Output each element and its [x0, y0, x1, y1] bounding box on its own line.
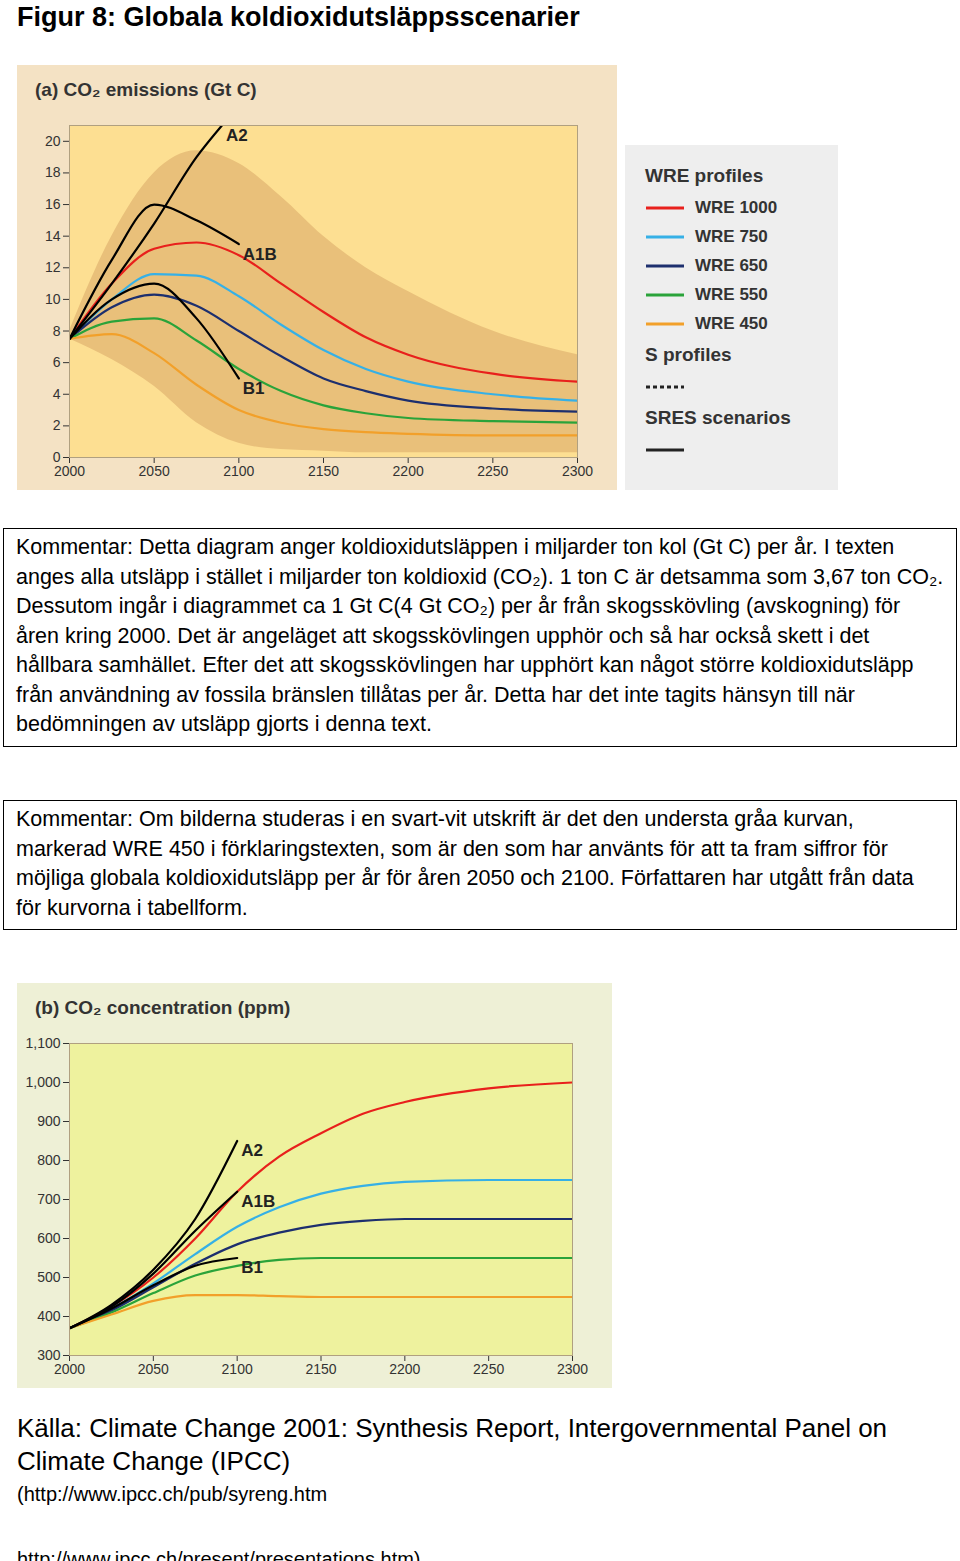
svg-text:14: 14 — [45, 228, 61, 244]
svg-text:A1B: A1B — [241, 1192, 275, 1211]
svg-text:4: 4 — [53, 386, 61, 402]
svg-text:2050: 2050 — [139, 463, 170, 479]
svg-text:20: 20 — [45, 133, 61, 149]
svg-text:A2: A2 — [226, 126, 248, 145]
html-text:Kommentar: Detta diagram anger: Kommentar: Detta diagram anger koldioxid… — [16, 535, 944, 736]
html-text:WRE 750: WRE 750 — [695, 226, 768, 246]
svg-text:2150: 2150 — [305, 1361, 336, 1377]
html-text:Kommentar: Om bilderna studera: Kommentar: Om bilderna studeras i en sva… — [16, 807, 914, 920]
svg-text:1,100: 1,100 — [25, 1035, 60, 1051]
svg-text:2250: 2250 — [473, 1361, 504, 1377]
svg-text:0: 0 — [52, 449, 61, 465]
svg-text:2250: 2250 — [477, 463, 508, 479]
svg-text:2100: 2100 — [222, 1361, 253, 1377]
svg-text:300: 300 — [37, 1347, 61, 1363]
svg-text:10: 10 — [45, 291, 61, 307]
svg-text:2000: 2000 — [54, 1361, 85, 1377]
svg-text:A2: A2 — [241, 1141, 263, 1160]
svg-text:800: 800 — [37, 1152, 61, 1168]
html-text:(b) CO₂ concentration (ppm): (b) CO₂ concentration (ppm) — [35, 997, 291, 1018]
svg-text:18: 18 — [45, 164, 61, 180]
html-text:WRE profiles: WRE profiles — [645, 165, 764, 186]
html-text:Källa: Climate Change 2001: Sy: Källa: Climate Change 2001: Synthesis Re… — [17, 1413, 888, 1476]
html-text:SRES scenarios: SRES scenarios — [645, 407, 791, 428]
svg-text:2300: 2300 — [562, 463, 593, 479]
svg-text:2: 2 — [53, 417, 61, 433]
svg-text:2200: 2200 — [389, 1361, 420, 1377]
html-text:WRE 650: WRE 650 — [695, 255, 768, 275]
svg-text:B1: B1 — [243, 379, 265, 398]
svg-text:8: 8 — [53, 323, 61, 339]
svg-text:6: 6 — [53, 354, 61, 370]
svg-text:400: 400 — [37, 1308, 61, 1324]
svg-text:B1: B1 — [241, 1258, 263, 1277]
svg-text:500: 500 — [37, 1269, 61, 1285]
svg-text:2100: 2100 — [223, 463, 254, 479]
html-text:(a) CO₂ emissions (Gt C): (a) CO₂ emissions (Gt C) — [35, 79, 257, 100]
svg-text:900: 900 — [37, 1113, 61, 1129]
html-text:S profiles: S profiles — [645, 344, 732, 365]
svg-text:2300: 2300 — [557, 1361, 588, 1377]
html-text:WRE 550: WRE 550 — [695, 284, 768, 304]
html-text:Figur 8: Globala koldioxidutsl: Figur 8: Globala koldioxidutsläppsscenar… — [17, 2, 580, 32]
html-text:WRE 1000: WRE 1000 — [695, 197, 778, 217]
svg-text:2150: 2150 — [308, 463, 339, 479]
svg-text:16: 16 — [45, 196, 61, 212]
svg-text:2200: 2200 — [393, 463, 424, 479]
svg-text:12: 12 — [45, 259, 61, 275]
svg-text:A1B: A1B — [243, 245, 277, 264]
html-text:(http://www.ipcc.ch/pub/syreng: (http://www.ipcc.ch/pub/syreng.htm — [17, 1483, 328, 1505]
svg-text:600: 600 — [37, 1230, 61, 1246]
svg-text:2000: 2000 — [54, 463, 85, 479]
svg-text:2050: 2050 — [138, 1361, 169, 1377]
svg-text:1,000: 1,000 — [25, 1074, 60, 1090]
svg-text:700: 700 — [37, 1191, 61, 1207]
html-text:WRE 450: WRE 450 — [695, 313, 768, 333]
